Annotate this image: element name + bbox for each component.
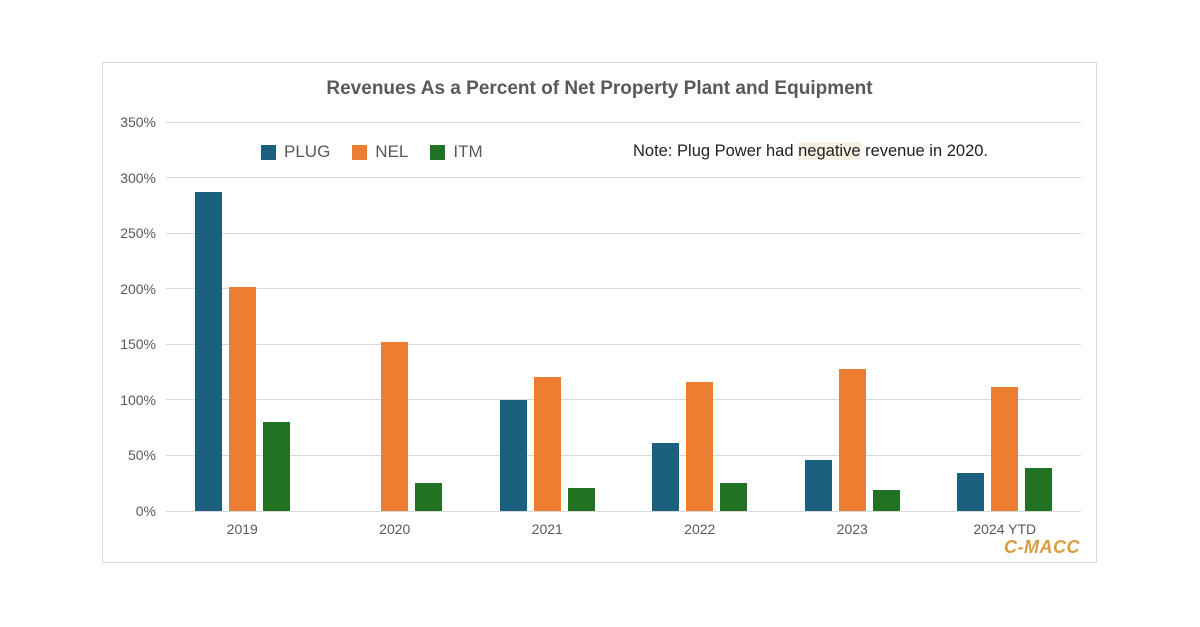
bar-itm-2019: [262, 422, 290, 511]
legend-label-plug: PLUG: [284, 142, 331, 161]
y-tick-label-150%: 150%: [120, 336, 156, 353]
x-axis-label-2024-ytd: 2024 YTD: [973, 521, 1037, 537]
y-tick-label-250%: 250%: [120, 225, 156, 242]
legend-swatch-plug-icon: [261, 144, 276, 160]
legend-item-plug: PLUG: [261, 142, 330, 162]
bar-nel-2022: [686, 382, 714, 511]
gridline-50%: [166, 454, 1081, 456]
legend-swatch-itm-icon: [430, 144, 446, 160]
legend-label-itm: ITM: [453, 142, 483, 161]
gridline-250%: [166, 232, 1081, 234]
y-tick-label-350%: 350%: [120, 114, 156, 130]
x-axis-label-2020: 2020: [379, 521, 411, 537]
legend-label-nel: NEL: [375, 142, 409, 161]
bar-plug-2021: [499, 399, 527, 511]
y-tick-label-50%: 50%: [127, 447, 156, 464]
bar-nel-2021: [533, 376, 561, 511]
note-text-suffix: revenue in 2020.: [860, 142, 989, 160]
chart-legend: PLUG NEL ITM: [261, 142, 483, 162]
bar-itm-2024-ytd: [1025, 467, 1053, 511]
bar-plug-2024-ytd: [957, 473, 985, 511]
bar-itm-2023: [872, 489, 900, 511]
gridline-100%: [166, 399, 1081, 401]
gridline-150%: [166, 343, 1081, 345]
y-tick-label-100%: 100%: [120, 391, 156, 408]
y-tick-label-300%: 300%: [120, 169, 156, 186]
x-axis-label-2022: 2022: [684, 521, 716, 537]
legend-item-nel: NEL: [352, 142, 408, 162]
bar-plug-2019: [194, 192, 222, 511]
legend-item-itm: ITM: [430, 142, 483, 162]
bar-nel-2020: [381, 342, 409, 511]
bar-plug-2023: [804, 459, 832, 511]
bar-itm-2021: [567, 487, 595, 511]
chart-note: Note: Plug Power had negative revenue in…: [633, 142, 988, 161]
bar-plug-2022: [652, 443, 680, 511]
x-axis-label-2021: 2021: [531, 521, 563, 537]
chart-title: Revenues As a Percent of Net Property Pl…: [326, 78, 873, 99]
x-axis-label-2023: 2023: [836, 521, 868, 537]
watermark-logo: C-MACC: [1004, 537, 1080, 557]
chart-card: Revenues As a Percent of Net Property Pl…: [102, 62, 1097, 563]
legend-swatch-nel-icon: [352, 144, 368, 160]
gridline-300%: [166, 177, 1081, 179]
gridline-350%: [166, 121, 1081, 123]
bar-itm-2022: [720, 483, 748, 511]
bar-nel-2024-ytd: [991, 386, 1019, 511]
note-text-prefix: Note: Plug Power had: [633, 142, 799, 160]
y-tick-label-200%: 200%: [120, 280, 156, 297]
y-tick-label-0%: 0%: [135, 503, 156, 519]
bar-itm-2020: [415, 483, 443, 511]
plot-area: [166, 121, 1081, 512]
x-axis-label-2019: 2019: [226, 521, 258, 537]
gridline-0%: [166, 510, 1081, 512]
bar-nel-2023: [838, 368, 866, 511]
bar-nel-2019: [228, 286, 256, 511]
note-text-highlighted: negative: [798, 142, 861, 160]
gridline-200%: [166, 288, 1081, 290]
